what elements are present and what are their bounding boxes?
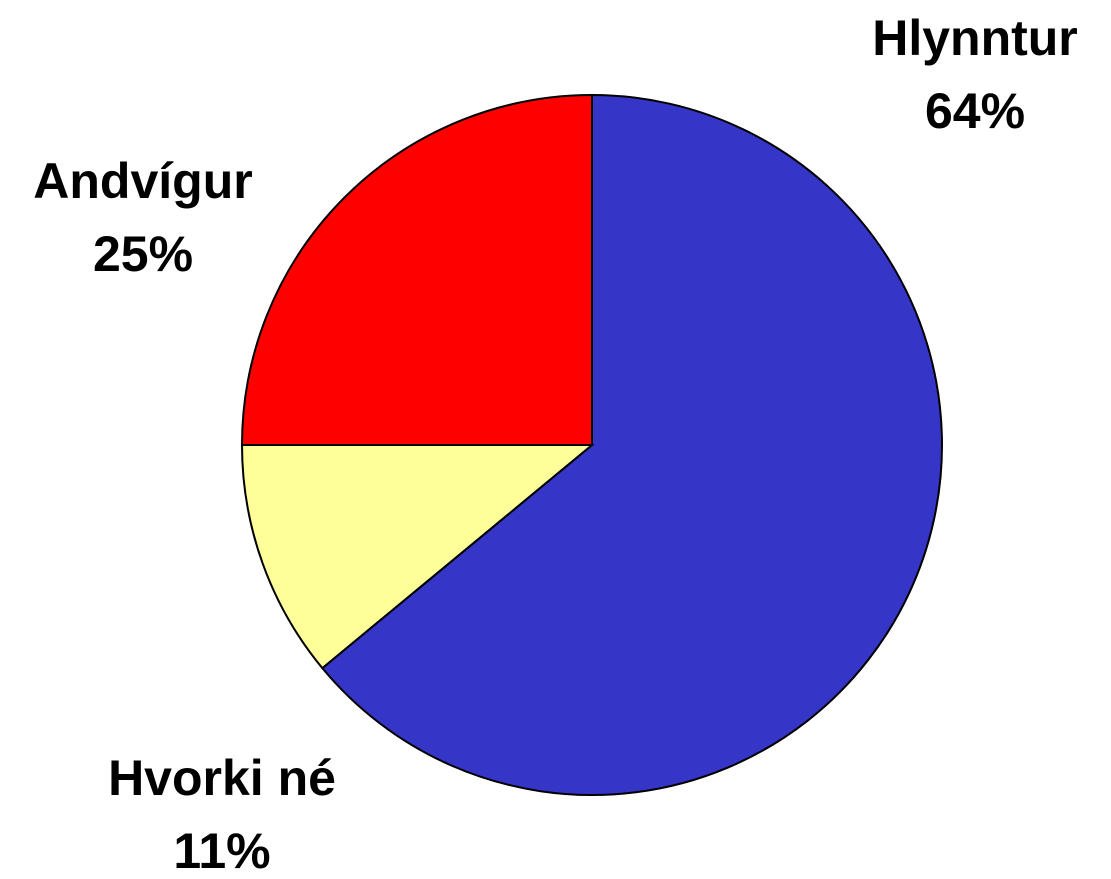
slice-value-label: 25%: [93, 226, 193, 282]
slice-label: Hlynntur: [872, 10, 1078, 66]
slice-label: Andvígur: [33, 153, 252, 209]
pie-slice: [320, 93, 943, 796]
slice-label: Hvorki né: [108, 750, 336, 806]
pie-slice: [240, 93, 593, 446]
pie-slice: [240, 444, 595, 670]
slice-value-label: 64%: [925, 83, 1025, 139]
slice-value-label: 11%: [173, 823, 270, 879]
